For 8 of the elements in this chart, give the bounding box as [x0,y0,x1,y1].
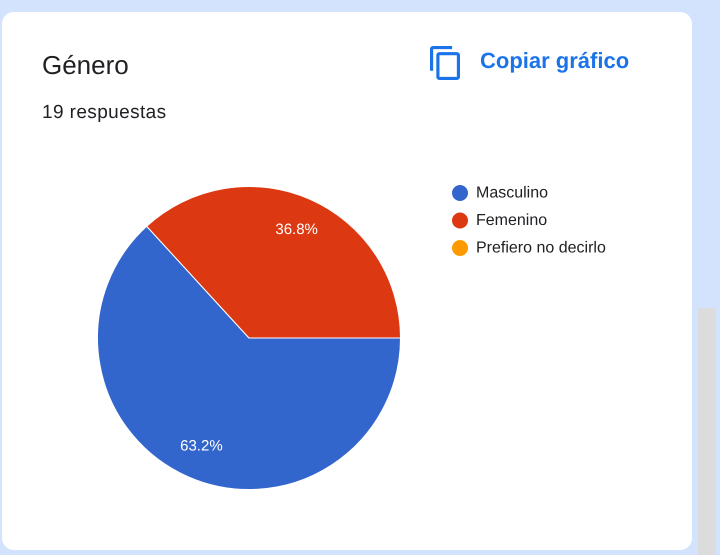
text: Copiar gráfico [480,47,630,75]
legend-label: Masculino [476,184,548,202]
chart-subtitle: 19 respuestas [42,101,167,125]
legend-label: Prefiero no decirlo [476,239,606,256]
chart-title: Género [42,49,129,81]
data-label: 63.2% [180,437,223,454]
data-label: 36.8% [275,220,318,238]
legend-label: Femenino [476,212,548,229]
